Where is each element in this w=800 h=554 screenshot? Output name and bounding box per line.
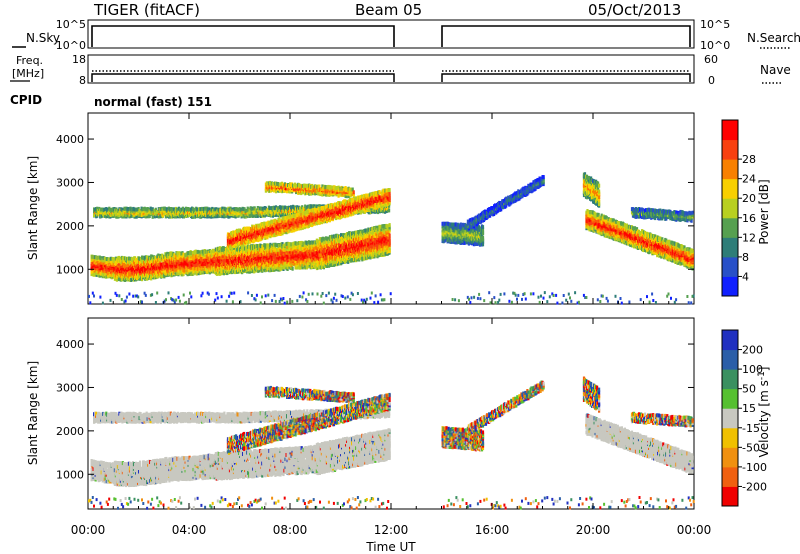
date-label: 05/Oct/2013	[588, 1, 681, 19]
nsky-tick-top: 10^5	[56, 18, 86, 31]
nsearch-tick-bottom: 10^0	[700, 39, 730, 52]
scatter-cell	[275, 243, 278, 248]
scatter-cell	[317, 265, 320, 270]
scatter-cell	[117, 261, 120, 266]
cpid-label: CPID	[10, 93, 42, 107]
nsky-label: N.Sky	[26, 31, 60, 45]
scatter-cell	[115, 277, 118, 282]
cpid-value: normal (fast) 151	[94, 95, 212, 109]
freq-trace	[91, 73, 691, 82]
scatter-cell	[165, 207, 168, 212]
nsky-trace	[91, 25, 691, 47]
freq-tick-top: 18	[72, 53, 86, 66]
scatter-cell	[245, 245, 248, 250]
scatter-cell	[197, 250, 200, 255]
scatter-cell	[112, 257, 115, 262]
power-marks	[88, 172, 695, 305]
scatter-cell	[139, 274, 142, 279]
scatter-cell	[388, 208, 391, 213]
scatter-cell	[125, 265, 129, 270]
nave-tick-top: 60	[704, 53, 718, 66]
nsearch-tick-top: 10^5	[700, 18, 730, 31]
scatter-cell	[320, 257, 323, 262]
scatter-cell	[157, 253, 160, 258]
scatter-cell	[283, 205, 287, 210]
scatter-cell	[319, 253, 322, 257]
scatter-cell	[112, 268, 115, 273]
scatter-cell	[90, 272, 93, 277]
scatter-cell	[107, 271, 110, 276]
scatter-cell	[163, 264, 166, 269]
nsky-panel: 10^5 10^0 10^5 10^0 N.Sky N.Search	[12, 18, 800, 52]
scatter-cell	[192, 271, 195, 276]
scatter-cell	[388, 223, 391, 228]
scatter-cell	[191, 251, 194, 255]
scatter-cell	[388, 236, 391, 241]
scatter-cell	[146, 255, 149, 260]
site-title: TIGER (fitACF)	[93, 1, 200, 19]
scatter-cell	[127, 256, 131, 261]
scatter-cell	[151, 254, 154, 259]
nave-label: Nave	[760, 63, 791, 77]
nsky-frame	[87, 19, 695, 49]
scatter-cell	[128, 272, 132, 277]
scatter-cell	[156, 271, 159, 276]
scatter-cell	[94, 268, 97, 273]
scatter-cell	[163, 272, 166, 277]
scatter-cell	[268, 206, 271, 211]
scatter-cell	[166, 251, 169, 256]
scatter-cell	[99, 267, 102, 271]
freq-unit-label: [MHz]	[12, 67, 44, 80]
scatter-cell	[163, 254, 166, 259]
scatter-cell	[163, 258, 166, 262]
nsky-tick-bottom: 10^0	[56, 39, 86, 52]
scatter-cell	[291, 266, 294, 271]
beam-label: Beam 05	[355, 1, 422, 19]
scatter-cell	[192, 262, 195, 267]
scatter-cell	[103, 256, 106, 261]
nsearch-label: N.Search	[747, 31, 800, 45]
scatter-cell	[112, 261, 115, 266]
scatter-cell	[100, 256, 103, 261]
freq-panel: 18 8 60 0 Freq. [MHz] Nave	[10, 53, 791, 87]
scatter-cell	[156, 262, 159, 267]
scatter-cell	[112, 272, 115, 277]
scatter-cell	[388, 233, 391, 238]
freq-label: Freq.	[16, 54, 43, 67]
freq-frame	[87, 54, 695, 84]
scatter-cell	[196, 262, 199, 267]
nave-tick-bottom: 0	[708, 74, 715, 87]
freq-tick-bottom: 8	[79, 74, 86, 87]
scatter-cell	[115, 274, 118, 279]
scatter-cell	[105, 269, 108, 274]
scatter-cell	[179, 263, 182, 268]
